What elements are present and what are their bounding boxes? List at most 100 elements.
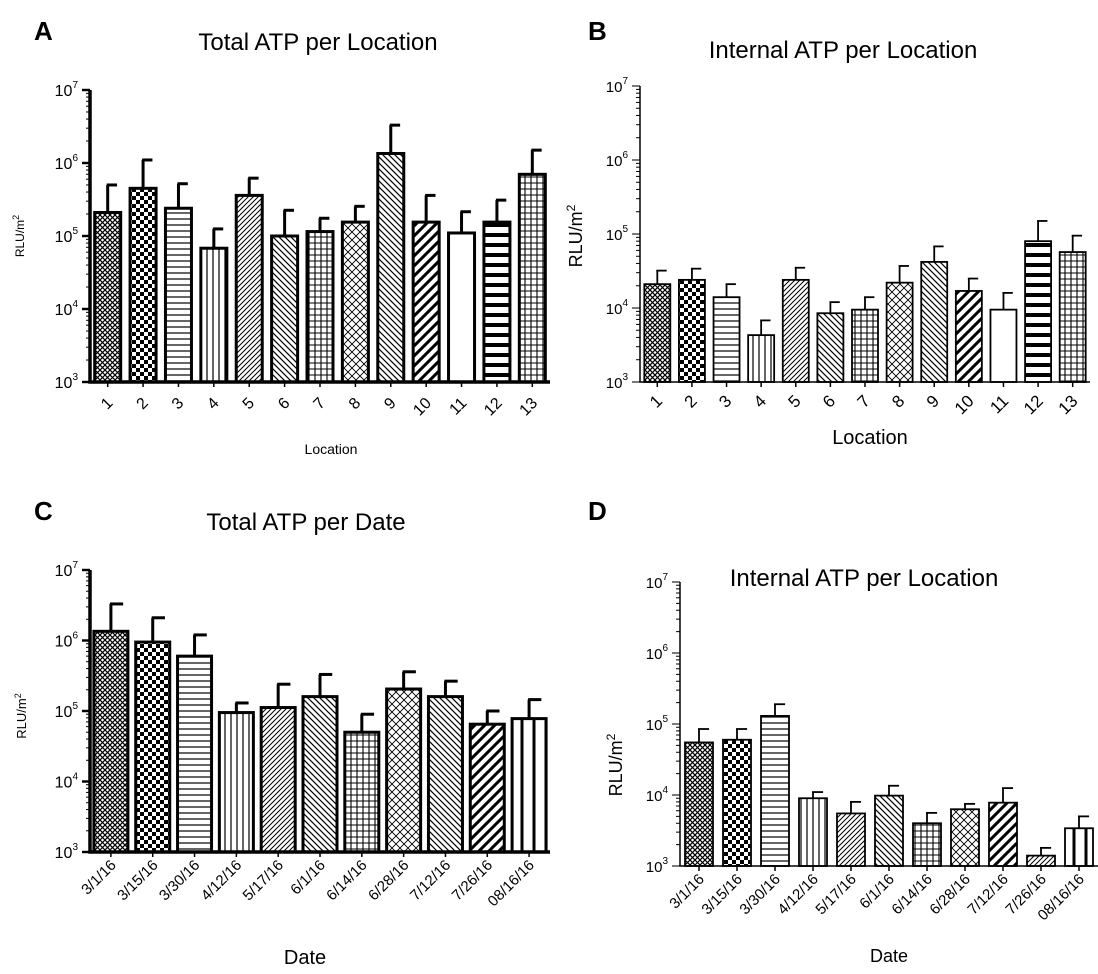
y-axis-label: RLU/m2 (13, 693, 29, 738)
bar-6/14/16 (912, 822, 942, 867)
plot-area: 1031041051061073/1/163/15/163/30/164/12/… (55, 560, 550, 910)
x-axis-label: Date (870, 946, 908, 966)
bar-7 (305, 230, 335, 384)
bar-10 (411, 220, 441, 384)
y-tick-label: 104 (606, 298, 629, 318)
x-tick-label: 8 (888, 391, 908, 411)
y-tick-label: 105 (646, 714, 669, 734)
x-tick-label: 8 (346, 395, 364, 413)
y-tick-label: 107 (606, 76, 629, 96)
bar-9 (376, 151, 406, 384)
x-tick-label: 6 (819, 391, 839, 411)
y-tick-label: 106 (646, 643, 669, 663)
y-axis-label-sup: 2 (564, 204, 578, 211)
x-tick-label: 11 (447, 395, 471, 419)
y-tick-label: 103 (606, 372, 629, 392)
panel-c: C Total ATP per Date Date RLU/m2 103 104 1… (13, 496, 550, 969)
bar-6/28/16 (385, 687, 423, 854)
x-tick-label: 7/12/16 (964, 871, 1011, 918)
bar-6/14/16 (343, 730, 381, 854)
svg-text:RLU/m2: RLU/m2 (13, 693, 29, 738)
x-tick-label: 1 (98, 395, 116, 413)
bar-13 (517, 172, 547, 384)
panel-letter: D (588, 496, 607, 526)
x-tick-label: 6 (275, 395, 293, 413)
x-tick-label: 6/28/16 (926, 871, 973, 918)
x-tick-label: 08/16/16 (485, 857, 538, 910)
y-tick-label: 106 (55, 153, 79, 173)
bar-3/30/16 (176, 654, 214, 854)
bar-13 (1058, 251, 1087, 383)
x-tick-label: 12 (1020, 391, 1047, 418)
y-tick-label: 105 (55, 226, 79, 246)
bar-3/1/16 (684, 741, 714, 867)
x-tick-label: 5/17/16 (240, 857, 287, 904)
x-axis-label: Date (284, 947, 326, 969)
chart-title: Total ATP per Date (206, 509, 405, 536)
chart-title: Internal ATP per Location (709, 37, 978, 64)
y-tick-label: 104 (55, 772, 79, 792)
x-tick-label: 3/15/16 (698, 871, 745, 918)
bar-6 (270, 234, 300, 384)
bar-4 (199, 246, 229, 384)
bar-4 (747, 334, 776, 383)
x-tick-label: 5 (784, 391, 804, 411)
y-axis-label-sup: 2 (604, 733, 618, 740)
bar-5 (781, 278, 810, 383)
x-tick-label: 2 (681, 391, 701, 411)
svg-text:RLU/m2: RLU/m2 (604, 733, 626, 796)
bar-9 (920, 260, 949, 383)
y-tick-label: 103 (55, 372, 79, 392)
bar-08/16/16 (510, 717, 548, 854)
y-tick-label: 103 (646, 856, 669, 876)
x-tick-label: 9 (923, 391, 943, 411)
y-axis-label-sup: 2 (13, 693, 23, 698)
x-tick-label: 13 (1055, 391, 1082, 418)
x-tick-label: 10 (951, 391, 978, 418)
x-tick-label: 3/15/16 (114, 857, 161, 904)
x-tick-label: 1 (646, 391, 666, 411)
x-tick-label: 7 (854, 391, 874, 411)
chart-title: Internal ATP per Location (730, 565, 999, 592)
bar-8 (885, 281, 914, 383)
y-axis-label-text: RLU/m (14, 698, 29, 738)
x-tick-label: 3 (169, 395, 187, 413)
y-tick-label: 105 (606, 224, 629, 244)
bar-7/12/16 (426, 695, 464, 854)
x-tick-label: 6/14/16 (323, 857, 370, 904)
bar-08/16/16 (1064, 827, 1094, 867)
x-tick-label: 5/17/16 (812, 871, 859, 918)
x-tick-label: 3/30/16 (736, 871, 783, 918)
panel-a: A Total ATP per Location Location RLU/m2… (11, 16, 550, 457)
bar-8 (340, 220, 370, 384)
panel-b: B Internal ATP per Location Location RLU… (564, 16, 1090, 449)
x-axis-label: Location (832, 427, 908, 449)
bar-3/1/16 (92, 629, 130, 854)
chart-title: Total ATP per Location (198, 29, 437, 56)
svg-text:RLU/m2: RLU/m2 (564, 204, 586, 267)
y-tick-label: 107 (55, 80, 79, 100)
bar-6/1/16 (874, 794, 904, 867)
bar-3/15/16 (134, 640, 172, 854)
x-tick-label: 3/30/16 (156, 857, 203, 904)
y-axis-label-sup: 2 (11, 215, 21, 220)
x-tick-label: 2 (134, 395, 152, 413)
y-tick-label: 107 (55, 560, 79, 580)
y-tick-label: 106 (606, 150, 629, 170)
y-axis-label: RLU/m2 (604, 733, 626, 796)
panel-letter: C (34, 496, 53, 526)
panel-letter: A (34, 16, 53, 46)
x-tick-label: 6/28/16 (365, 857, 412, 904)
panel-letter: B (588, 16, 607, 46)
panel-d: D Internal ATP per Location Date RLU/m2 … (588, 496, 1098, 966)
bar-2 (678, 278, 706, 383)
x-tick-label: 7/12/16 (407, 857, 454, 904)
bar-6 (816, 312, 845, 383)
bar-4/12/16 (217, 711, 255, 854)
y-tick-label: 104 (646, 785, 669, 805)
plot-area: 1031041051061073/1/163/15/163/30/164/12/… (646, 572, 1098, 924)
bar-2 (128, 186, 158, 384)
bar-6/1/16 (301, 695, 339, 854)
